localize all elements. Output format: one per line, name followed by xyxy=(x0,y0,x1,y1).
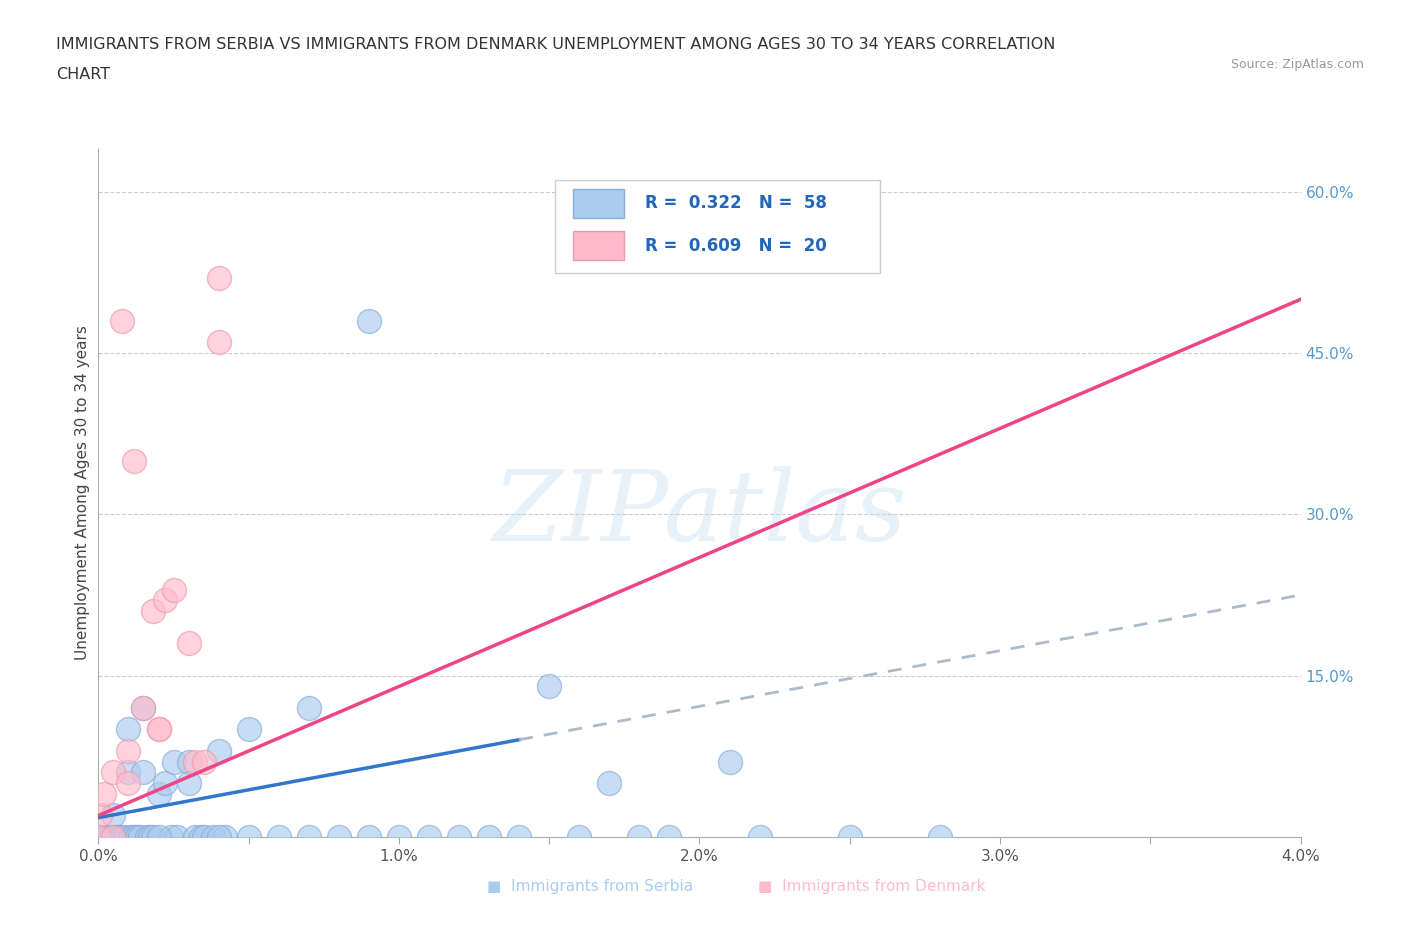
Point xyxy=(153,776,176,790)
Point xyxy=(183,754,205,769)
Point xyxy=(162,582,184,597)
Point xyxy=(193,754,215,769)
Point xyxy=(183,830,205,844)
FancyBboxPatch shape xyxy=(555,179,880,272)
Point xyxy=(117,744,139,759)
Point xyxy=(103,808,125,823)
Point xyxy=(93,830,115,844)
Point xyxy=(89,808,111,823)
Point xyxy=(103,830,125,844)
Point xyxy=(357,830,380,844)
Point xyxy=(135,830,157,844)
Point xyxy=(190,830,212,844)
Point xyxy=(153,593,176,608)
Point xyxy=(103,765,125,780)
FancyBboxPatch shape xyxy=(574,189,624,218)
Point xyxy=(89,830,111,844)
Point xyxy=(208,335,231,350)
Point xyxy=(132,765,155,780)
Point xyxy=(117,765,139,780)
Point xyxy=(87,830,110,844)
Text: R =  0.609   N =  20: R = 0.609 N = 20 xyxy=(645,237,827,255)
Text: ■  Immigrants from Serbia: ■ Immigrants from Serbia xyxy=(488,879,693,894)
Point xyxy=(117,776,139,790)
Point xyxy=(208,744,231,759)
Point xyxy=(568,830,591,844)
Point xyxy=(124,830,146,844)
Point xyxy=(658,830,681,844)
Point xyxy=(177,636,200,651)
Point xyxy=(628,830,651,844)
Text: Source: ZipAtlas.com: Source: ZipAtlas.com xyxy=(1230,58,1364,71)
Point xyxy=(177,776,200,790)
Point xyxy=(148,787,170,802)
Point xyxy=(598,776,620,790)
Point xyxy=(148,722,170,737)
Point xyxy=(201,830,224,844)
Point xyxy=(132,700,155,715)
Point xyxy=(121,830,143,844)
Text: ZIPatlas: ZIPatlas xyxy=(492,466,907,561)
Point xyxy=(238,722,260,737)
Point xyxy=(718,754,741,769)
Point xyxy=(159,830,181,844)
Point xyxy=(141,604,163,618)
Point xyxy=(208,830,231,844)
Point xyxy=(141,830,163,844)
Point xyxy=(117,722,139,737)
Point xyxy=(238,830,260,844)
Point xyxy=(93,787,115,802)
Point xyxy=(267,830,290,844)
Point xyxy=(928,830,950,844)
Text: R =  0.322   N =  58: R = 0.322 N = 58 xyxy=(645,194,827,212)
Point xyxy=(162,754,184,769)
Point xyxy=(208,271,231,286)
Point xyxy=(96,830,118,844)
Point xyxy=(177,754,200,769)
Point xyxy=(108,830,131,844)
Text: ■  Immigrants from Denmark: ■ Immigrants from Denmark xyxy=(758,879,986,894)
Point xyxy=(166,830,188,844)
Point xyxy=(111,830,134,844)
Point xyxy=(132,700,155,715)
Point xyxy=(148,830,170,844)
Point xyxy=(90,830,112,844)
Point xyxy=(418,830,440,844)
Point xyxy=(124,453,146,468)
Point xyxy=(357,313,380,328)
Point xyxy=(105,830,128,844)
Point xyxy=(508,830,530,844)
Point xyxy=(148,722,170,737)
Point xyxy=(100,830,122,844)
Point xyxy=(748,830,770,844)
Point xyxy=(298,700,321,715)
Point xyxy=(298,830,321,844)
Point xyxy=(114,830,136,844)
Point xyxy=(538,679,561,694)
Point xyxy=(214,830,236,844)
Point xyxy=(838,830,860,844)
Point xyxy=(328,830,350,844)
Point xyxy=(129,830,152,844)
Point xyxy=(447,830,470,844)
Point xyxy=(127,830,149,844)
Point xyxy=(478,830,501,844)
Point xyxy=(388,830,411,844)
FancyBboxPatch shape xyxy=(574,232,624,260)
Point xyxy=(193,830,215,844)
Text: IMMIGRANTS FROM SERBIA VS IMMIGRANTS FROM DENMARK UNEMPLOYMENT AMONG AGES 30 TO : IMMIGRANTS FROM SERBIA VS IMMIGRANTS FRO… xyxy=(56,37,1056,52)
Point xyxy=(138,830,160,844)
Text: CHART: CHART xyxy=(56,67,110,82)
Point xyxy=(111,313,134,328)
Y-axis label: Unemployment Among Ages 30 to 34 years: Unemployment Among Ages 30 to 34 years xyxy=(75,326,90,660)
